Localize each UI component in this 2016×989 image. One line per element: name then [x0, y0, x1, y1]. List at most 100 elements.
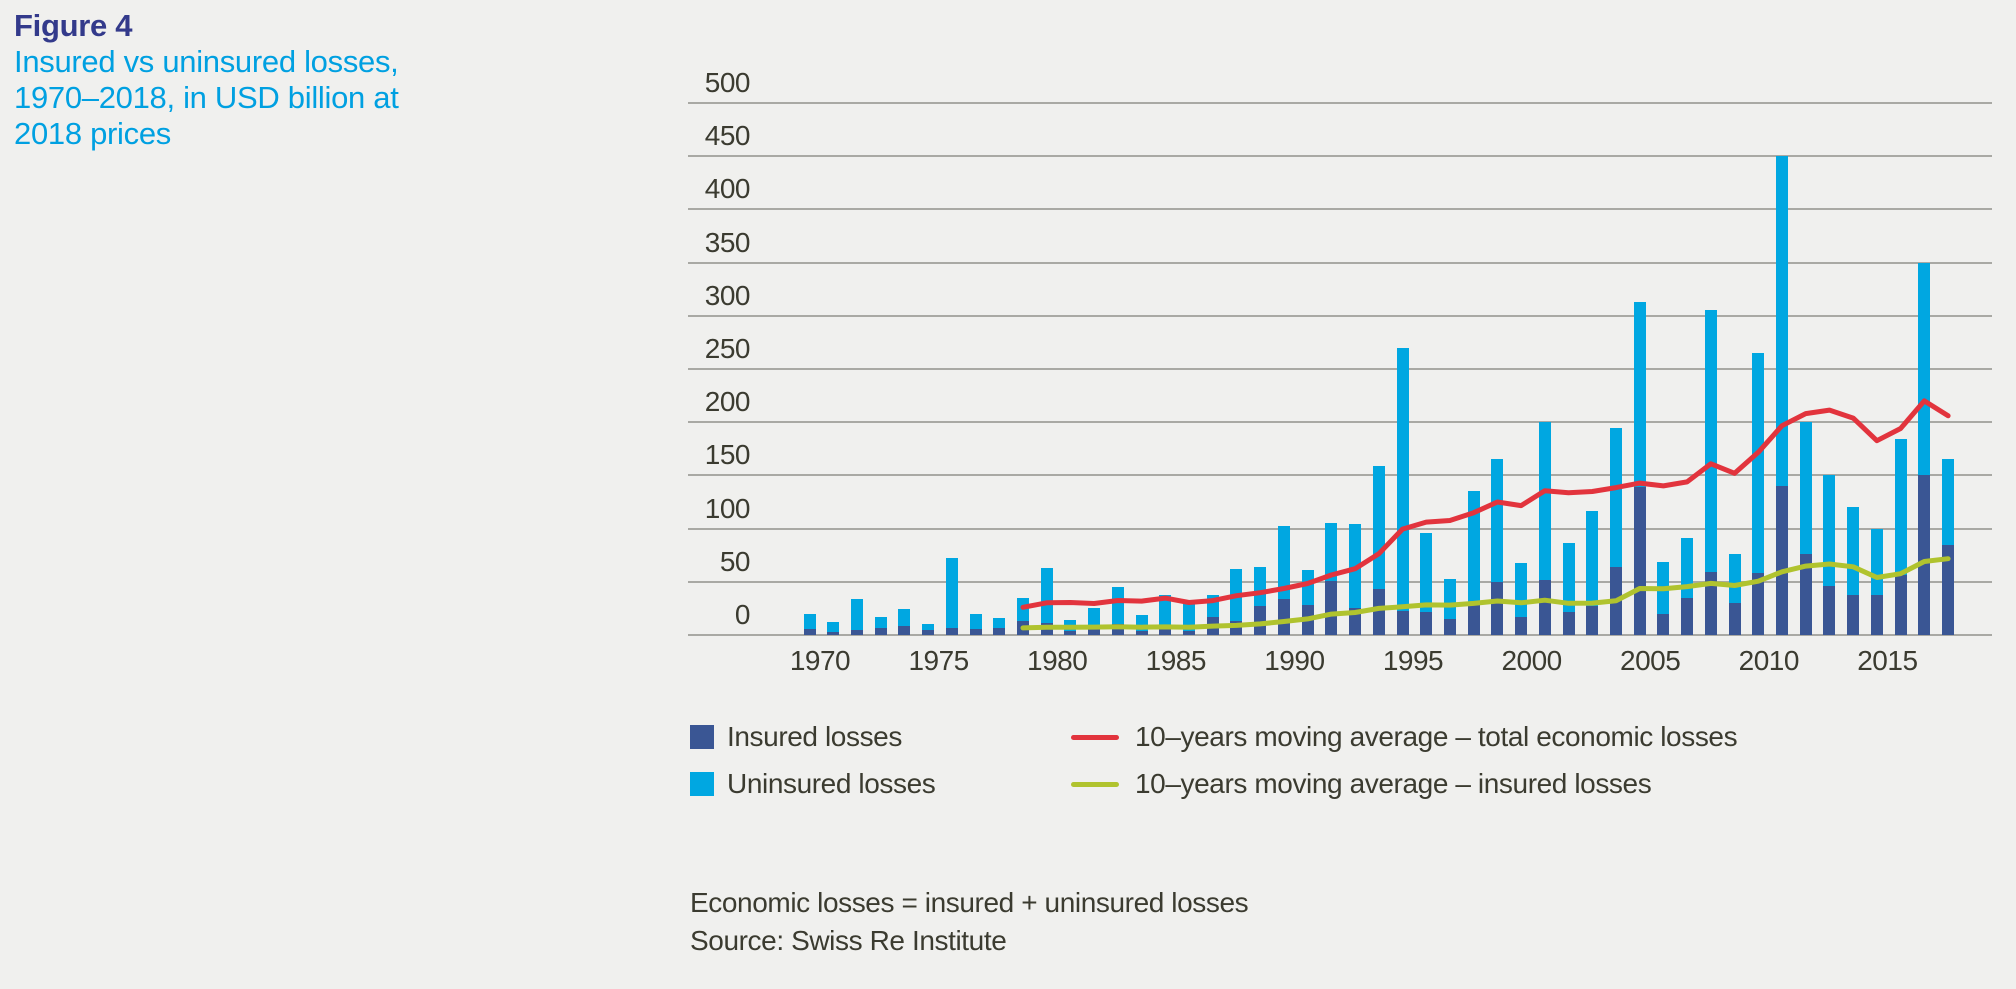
bar-1983-insured	[1111, 624, 1124, 635]
ma-insured-line-swatch	[1071, 782, 1119, 787]
legend-label-ma-total: 10–years moving average – total economic…	[1135, 721, 1738, 752]
bar-2002-uninsured	[1562, 543, 1575, 612]
gridline-450	[688, 155, 1992, 158]
legend-label-insured: Insured losses	[727, 721, 902, 752]
bar-1971-uninsured	[827, 622, 840, 632]
bar-1997-uninsured	[1443, 578, 1456, 620]
ma-total-line-swatch	[1071, 735, 1119, 740]
bar-1999-insured	[1491, 581, 1504, 635]
bar-2011-uninsured	[1776, 156, 1789, 487]
gridline-0	[688, 634, 1992, 636]
bar-1974-insured	[898, 626, 911, 635]
x-axis-tick-2005: 2005	[1620, 645, 1681, 676]
bar-2010-insured	[1752, 573, 1765, 635]
bar-1978-uninsured	[993, 617, 1006, 628]
gridline-100	[688, 527, 1992, 530]
bar-2006-insured	[1657, 613, 1670, 635]
x-axis-tick-1995: 1995	[1382, 645, 1444, 676]
bar-2002-insured	[1562, 611, 1575, 635]
figure-title-line-3: 2018 prices	[14, 116, 171, 151]
bar-1990-insured	[1277, 598, 1290, 635]
bar-1985-insured	[1159, 626, 1172, 635]
bar-1998-insured	[1467, 604, 1480, 635]
uninsured-losses-swatch	[690, 772, 714, 796]
bar-1995-insured	[1396, 610, 1409, 635]
gridline-500	[688, 102, 1992, 104]
x-axis-tick-1975: 1975	[908, 645, 969, 676]
gridline-300	[688, 314, 1992, 317]
y-axis-tick-250: 250	[704, 333, 751, 364]
bar-1975-insured	[922, 629, 935, 635]
bar-1997-insured	[1443, 619, 1456, 635]
bar-1984-insured	[1135, 630, 1148, 635]
bar-1989-insured	[1254, 606, 1267, 635]
bar-1986-insured	[1183, 630, 1196, 635]
bar-1996-insured	[1420, 611, 1433, 635]
legend-row-ma-insured	[1071, 769, 1121, 799]
legend-label-uninsured: Uninsured losses	[727, 768, 936, 799]
bar-1989-uninsured	[1254, 566, 1267, 607]
bar-1975-uninsured	[922, 624, 935, 630]
bar-1977-insured	[969, 628, 982, 635]
bar-1982-uninsured	[1088, 608, 1101, 629]
bar-1991-uninsured	[1301, 570, 1314, 606]
y-axis-tick-200: 200	[704, 386, 751, 418]
bar-1973-uninsured	[874, 616, 887, 628]
bar-2017-insured	[1918, 475, 1931, 635]
y-axis-tick-500: 500	[704, 67, 751, 98]
bar-2005-uninsured	[1633, 301, 1646, 488]
bar-1983-uninsured	[1111, 587, 1124, 625]
y-axis-tick-350: 350	[704, 226, 751, 258]
bar-2016-insured	[1894, 575, 1907, 635]
bar-2016-uninsured	[1894, 439, 1907, 576]
bar-2010-uninsured	[1752, 353, 1765, 574]
bar-2009-insured	[1728, 603, 1741, 635]
footnote-source: Source: Swiss Re Institute	[690, 925, 1007, 956]
bar-1972-insured	[850, 629, 863, 635]
bar-1980-uninsured	[1040, 567, 1053, 624]
y-axis-tick-450: 450	[704, 120, 751, 152]
bar-2014-insured	[1847, 594, 1860, 635]
bar-1985-uninsured	[1159, 594, 1172, 627]
bar-2012-uninsured	[1799, 422, 1812, 555]
bar-1998-uninsured	[1467, 491, 1480, 605]
figure-title-line-2: 1970–2018, in USD billion at	[14, 80, 399, 115]
bar-2018-insured	[1942, 544, 1955, 635]
bar-1999-uninsured	[1491, 459, 1504, 582]
bar-2008-insured	[1704, 572, 1717, 635]
footnote-economic-losses: Economic losses = insured + uninsured lo…	[690, 887, 1249, 918]
bar-1971-insured	[827, 631, 840, 635]
bar-1982-insured	[1088, 628, 1101, 635]
bar-1992-uninsured	[1325, 523, 1338, 581]
bar-1992-insured	[1325, 580, 1338, 635]
bar-2005-insured	[1633, 487, 1646, 635]
bar-2001-uninsured	[1538, 422, 1551, 580]
ma-line-insured-losses	[1020, 556, 1951, 631]
bar-1994-insured	[1372, 589, 1385, 635]
gridline-200	[688, 421, 1992, 424]
figure-label: Figure 4	[14, 8, 133, 43]
x-axis-tick-2010: 2010	[1738, 645, 1800, 676]
x-axis-tick-1970: 1970	[789, 645, 851, 676]
bar-2011-insured	[1776, 486, 1789, 635]
gridline-400	[688, 208, 1992, 211]
bar-1970-insured	[803, 628, 816, 635]
bar-2003-uninsured	[1586, 510, 1599, 607]
insured-losses-swatch	[690, 725, 714, 749]
x-axis-tick-2000: 2000	[1501, 645, 1562, 676]
bar-2009-uninsured	[1728, 554, 1741, 604]
bar-2007-insured	[1681, 597, 1694, 635]
figure-title-line-1: Insured vs uninsured losses,	[14, 44, 399, 79]
bar-1981-insured	[1064, 630, 1077, 635]
y-axis-tick-300: 300	[704, 279, 751, 311]
bar-2008-uninsured	[1704, 310, 1717, 573]
y-axis-tick-0: 0	[734, 599, 751, 630]
bar-2018-uninsured	[1942, 459, 1955, 545]
bar-2013-uninsured	[1823, 475, 1836, 587]
bar-1977-uninsured	[969, 613, 982, 629]
bar-2015-insured	[1870, 594, 1883, 635]
bar-2001-insured	[1538, 579, 1551, 635]
x-axis-tick-2015: 2015	[1857, 645, 1918, 676]
